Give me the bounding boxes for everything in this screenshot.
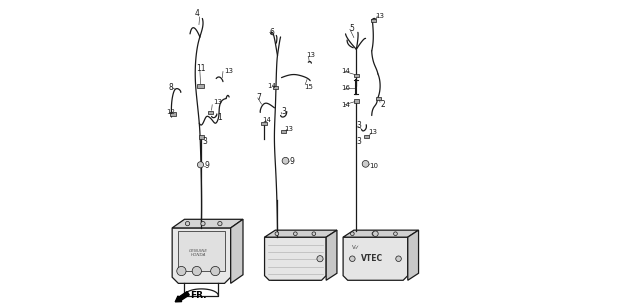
Polygon shape (343, 230, 419, 237)
Text: 13: 13 (224, 68, 233, 75)
Polygon shape (230, 219, 243, 283)
Text: 13: 13 (375, 13, 384, 19)
Bar (280, 130, 285, 133)
Text: 3: 3 (356, 121, 361, 130)
Text: 14: 14 (268, 83, 276, 89)
Polygon shape (264, 237, 326, 280)
Circle shape (349, 256, 355, 261)
Bar (376, 97, 381, 100)
Circle shape (211, 266, 220, 276)
Circle shape (396, 256, 401, 261)
Bar (353, 74, 359, 77)
Circle shape (362, 160, 369, 167)
Text: 14: 14 (341, 102, 350, 108)
Text: V✓: V✓ (352, 245, 360, 250)
Circle shape (394, 232, 397, 236)
Polygon shape (264, 230, 337, 237)
Text: 2: 2 (380, 100, 385, 109)
Text: 9: 9 (289, 157, 294, 166)
Circle shape (275, 232, 279, 236)
Circle shape (218, 221, 222, 226)
Circle shape (282, 157, 289, 164)
Polygon shape (326, 230, 337, 280)
Text: 14: 14 (341, 68, 350, 75)
Polygon shape (343, 237, 408, 280)
Text: 12: 12 (166, 109, 175, 116)
Circle shape (312, 232, 316, 236)
Text: 16: 16 (341, 85, 350, 91)
Circle shape (317, 256, 323, 262)
Text: 10: 10 (369, 163, 378, 169)
Bar (371, 19, 376, 22)
Circle shape (294, 232, 297, 236)
Text: 3: 3 (356, 137, 362, 146)
Text: 5: 5 (349, 24, 354, 33)
Polygon shape (408, 230, 419, 280)
Text: 7: 7 (256, 93, 261, 103)
Circle shape (201, 221, 205, 226)
Text: 14: 14 (262, 116, 271, 123)
Bar (364, 135, 369, 138)
Text: 1: 1 (217, 113, 221, 122)
Circle shape (372, 231, 378, 237)
Text: 13: 13 (285, 126, 294, 132)
Text: 9: 9 (205, 161, 209, 170)
Polygon shape (172, 228, 230, 283)
Bar (170, 112, 175, 116)
Text: 6: 6 (269, 28, 274, 37)
Circle shape (177, 266, 186, 276)
FancyArrow shape (175, 292, 189, 302)
Text: 3: 3 (202, 136, 207, 146)
Bar (198, 136, 204, 139)
Bar (353, 99, 359, 103)
Text: 3: 3 (282, 107, 286, 116)
Text: 13: 13 (369, 129, 378, 136)
Circle shape (186, 221, 189, 226)
Text: VTEC: VTEC (361, 254, 383, 263)
Text: 8: 8 (168, 83, 173, 92)
Text: FR.: FR. (190, 290, 207, 300)
Text: GENUINE
HONDA: GENUINE HONDA (189, 249, 208, 257)
Polygon shape (179, 231, 225, 271)
Circle shape (351, 232, 354, 236)
Bar (208, 111, 213, 114)
Bar (261, 122, 267, 125)
Bar (273, 86, 278, 89)
Text: 11: 11 (196, 64, 205, 73)
Polygon shape (172, 219, 243, 228)
Bar (197, 84, 204, 88)
Circle shape (372, 232, 376, 236)
Text: 15: 15 (304, 84, 313, 90)
Text: 4: 4 (195, 9, 200, 18)
Text: 13: 13 (306, 52, 315, 59)
Circle shape (192, 266, 202, 276)
Circle shape (197, 162, 204, 168)
Text: 13: 13 (213, 99, 222, 105)
